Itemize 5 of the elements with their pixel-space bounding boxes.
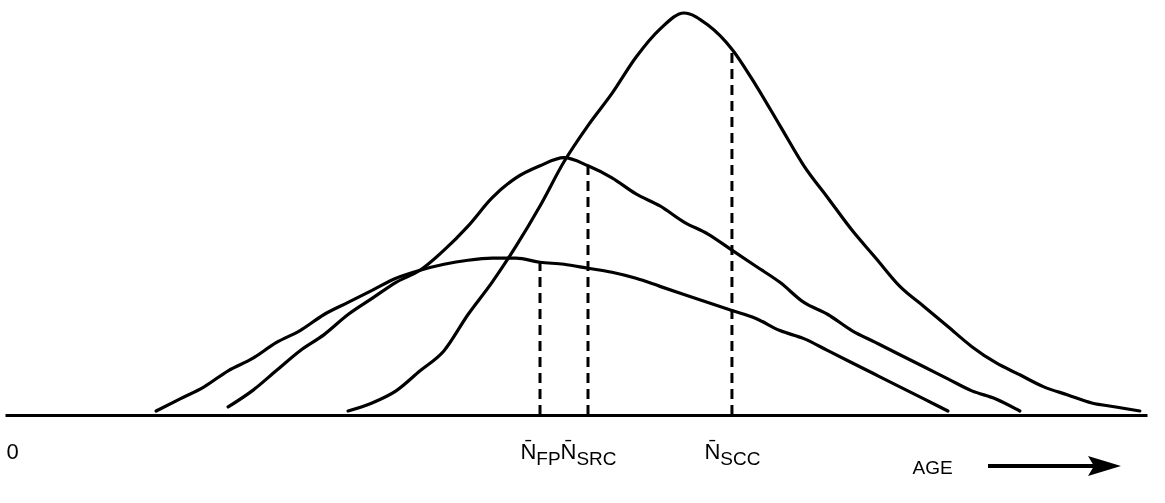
x-tick-label: N̄$_{SRC}$ xyxy=(560,438,617,469)
x-tick-label: N̄$_{FP}$ xyxy=(520,438,561,469)
x-axis-title: AGE xyxy=(912,456,953,478)
x-tick-label: N̄$_{SCC}$ xyxy=(704,438,761,469)
x-tick-label: 0 xyxy=(6,438,19,464)
